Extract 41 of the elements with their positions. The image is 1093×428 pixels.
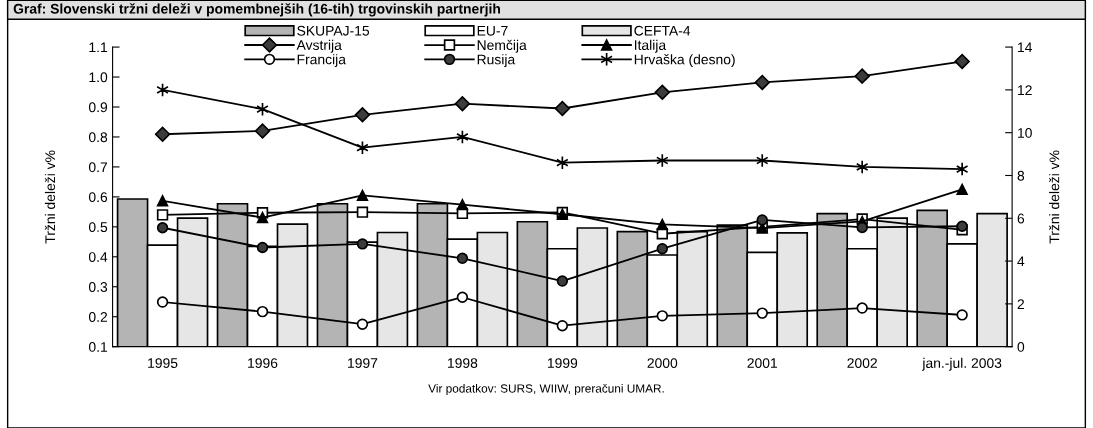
- y-tick-label: 0.5: [88, 222, 108, 233]
- x-tick-label: 1996: [248, 358, 278, 368]
- chart-title: Graf: Slovenski tržni deleži v pomembnejših (16-tih) trgovinskih partnerjih: [13, 3, 500, 17]
- legend-label: Hrvaška (desno): [634, 54, 735, 68]
- y2-tick-label: 8: [1017, 170, 1025, 181]
- x-tick-label: 1998: [448, 358, 478, 368]
- y-tick-label: 0.8: [88, 132, 108, 143]
- y2-tick-label: 12: [1018, 85, 1032, 95]
- y-tick-label: 0.3: [88, 282, 108, 292]
- x-tick-label: jan.-jul. 2003: [922, 357, 1002, 371]
- text: Vir podatkov: SURS, WIIW, preračuni UMAR.: [428, 383, 664, 395]
- y2-tick-label: 4: [1017, 256, 1025, 267]
- x-tick-label: 1999: [547, 358, 578, 368]
- y-tick-label: 0.2: [88, 312, 108, 322]
- x-tick-label: 2000: [647, 358, 678, 368]
- legend-label: EU-7: [477, 25, 508, 36]
- x-tick-label: 2001: [747, 358, 778, 368]
- y2-tick-label: 10: [1018, 128, 1032, 138]
- legend-label: Italija: [634, 39, 667, 53]
- y2-tick-label: 6: [1017, 213, 1025, 224]
- legend-label: Avstrija: [296, 39, 342, 53]
- y-tick-label: 1.1: [89, 42, 108, 53]
- legend-label: Francija: [297, 54, 346, 68]
- legend-label: CEFTA-4: [634, 25, 691, 36]
- legend-label: Nemčija: [477, 39, 527, 53]
- y-tick-label: 1.0: [89, 72, 108, 83]
- y-tick-label: 0.7: [88, 162, 108, 173]
- y-axis-title: Tržni deleži v%: [44, 150, 56, 244]
- x-tick-label: 2002: [847, 358, 877, 368]
- x-tick-label: 1997: [348, 358, 378, 368]
- y-tick-label: 0.6: [88, 192, 108, 203]
- y-tick-label: 0.1: [88, 342, 108, 352]
- y2-tick-label: 2: [1017, 299, 1025, 309]
- legend-label: SKUPAJ-15: [297, 25, 370, 36]
- y2-tick-label: 0: [1017, 342, 1025, 352]
- y-tick-label: 0.4: [88, 252, 108, 262]
- y2-tick-label: 14: [1018, 42, 1033, 53]
- x-tick-label: 1995: [148, 358, 178, 368]
- y2-axis-title: Tržni deleži v%: [1049, 150, 1060, 244]
- y-tick-label: 0.9: [88, 102, 108, 113]
- legend-label: Rusija: [477, 54, 516, 68]
